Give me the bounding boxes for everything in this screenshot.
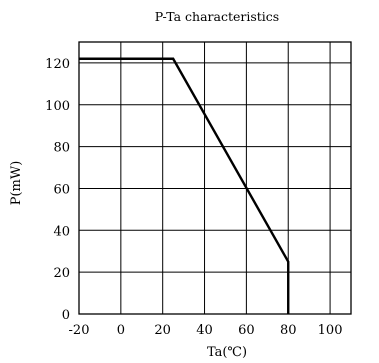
y-tick-label: 40 — [53, 224, 70, 239]
x-tick-label: 20 — [154, 323, 171, 338]
x-tick-label: 60 — [238, 323, 255, 338]
x-axis-label: Ta(℃) — [207, 345, 247, 360]
y-tick-label: 80 — [53, 141, 70, 156]
plot-frame — [78, 41, 352, 315]
series-layer — [79, 57, 290, 314]
chart-title: P-Ta characteristics — [155, 9, 279, 24]
y-tick-label: 20 — [53, 266, 70, 281]
grid — [79, 42, 351, 314]
x-tick-label: 100 — [318, 323, 343, 338]
y-tick-label: 120 — [45, 57, 70, 72]
y-tick-label: 0 — [62, 308, 70, 323]
x-tick-label: -20 — [69, 323, 90, 338]
x-tick-label: 80 — [280, 323, 297, 338]
series-line-0 — [79, 57, 290, 314]
y-tick-label: 100 — [45, 99, 70, 114]
x-tick-label: 0 — [117, 323, 125, 338]
y-axis-label: P(mW) — [9, 161, 24, 206]
y-tick-label: 60 — [53, 182, 70, 197]
x-tick-labels: -20 0 20 40 60 80 100 — [69, 323, 343, 338]
y-tick-labels: 0 20 40 60 80 100 120 — [45, 57, 70, 323]
x-tick-label: 40 — [196, 323, 213, 338]
